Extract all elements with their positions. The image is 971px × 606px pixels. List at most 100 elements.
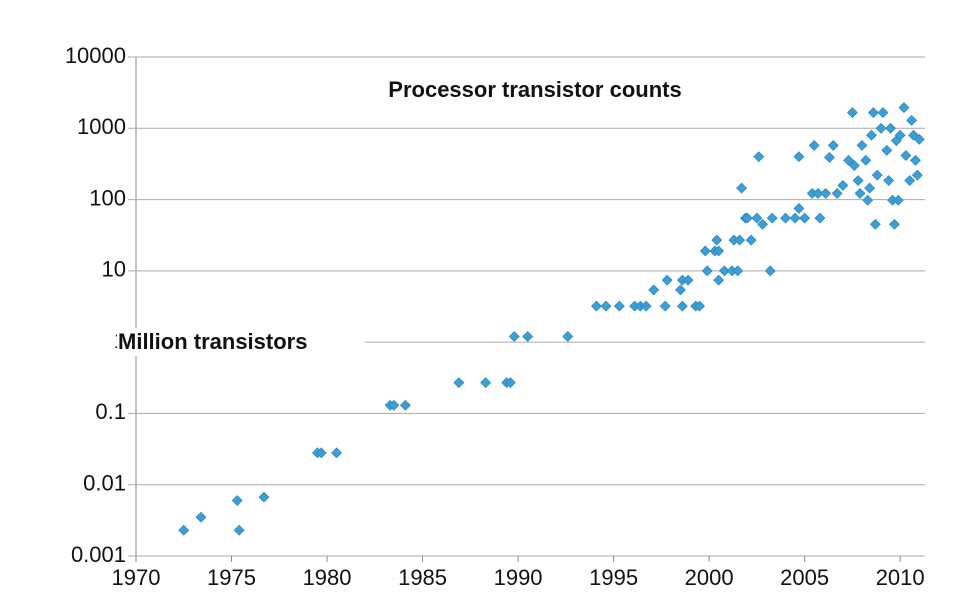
- data-point: [713, 274, 725, 286]
- data-point: [898, 102, 910, 114]
- data-point: [885, 122, 897, 134]
- x-tick-label: 2000: [685, 565, 734, 590]
- data-point: [734, 234, 746, 246]
- data-point: [453, 377, 465, 389]
- data-point: [856, 139, 868, 151]
- data-point: [613, 300, 625, 312]
- data-point: [862, 194, 874, 206]
- data-point: [399, 399, 411, 411]
- data-point: [900, 150, 912, 161]
- data-point: [522, 331, 534, 342]
- data-point: [753, 151, 765, 163]
- data-point: [718, 265, 730, 277]
- data-point: [676, 300, 688, 312]
- data-point: [751, 212, 763, 224]
- data-point: [682, 274, 694, 286]
- data-point: [789, 212, 801, 224]
- data-point: [675, 284, 686, 296]
- data-point: [694, 300, 705, 312]
- y-tick-label: 0.1: [95, 399, 126, 424]
- data-point: [908, 129, 919, 141]
- data-point: [827, 139, 839, 151]
- data-point: [766, 212, 778, 224]
- data-point: [562, 331, 574, 342]
- data-point: [793, 203, 805, 214]
- data-point: [732, 265, 744, 277]
- annotation-bg: [117, 328, 365, 357]
- data-point: [480, 377, 492, 389]
- data-point: [883, 175, 895, 186]
- x-tick-label: 1980: [303, 565, 352, 590]
- data-point: [590, 300, 602, 312]
- y-tick-label: 10000: [65, 43, 126, 68]
- data-point: [799, 212, 811, 224]
- data-point: [864, 182, 876, 194]
- data-point: [875, 122, 887, 134]
- data-point: [661, 274, 673, 286]
- data-point: [889, 218, 900, 230]
- data-point: [866, 129, 877, 141]
- x-tick-label: 1975: [207, 565, 256, 590]
- data-point: [764, 265, 776, 277]
- y-tick-label: 1000: [77, 114, 126, 139]
- data-point: [867, 107, 879, 119]
- data-point: [831, 187, 843, 199]
- data-point: [808, 139, 820, 151]
- data-point: [843, 154, 855, 166]
- data-point: [505, 377, 516, 389]
- x-tick-label: 2010: [876, 565, 925, 590]
- data-point: [793, 151, 805, 163]
- x-tick-label: 1995: [589, 565, 638, 590]
- data-point: [877, 107, 889, 119]
- data-point: [699, 245, 711, 257]
- x-tick-label: 2005: [780, 565, 829, 590]
- data-point: [812, 187, 824, 199]
- data-point: [258, 491, 270, 503]
- data-point: [904, 175, 916, 186]
- data-point: [659, 300, 671, 312]
- x-tick-label: 1990: [494, 565, 543, 590]
- data-point: [195, 511, 207, 523]
- data-point: [814, 212, 826, 224]
- data-point: [741, 212, 753, 224]
- y-tick-label: 0.001: [71, 542, 126, 567]
- data-point: [910, 154, 921, 166]
- x-tick-label: 1985: [398, 565, 447, 590]
- data-point: [231, 495, 243, 506]
- data-point: [906, 114, 918, 126]
- data-point: [824, 152, 835, 163]
- data-point: [701, 265, 713, 277]
- data-point: [860, 154, 872, 166]
- data-point: [736, 182, 748, 194]
- y-tick-label: 0.01: [83, 471, 126, 496]
- data-point: [869, 218, 881, 230]
- data-point: [894, 129, 906, 141]
- data-point: [913, 133, 925, 145]
- data-point: [881, 144, 893, 156]
- data-point: [508, 331, 520, 342]
- data-point: [178, 524, 190, 536]
- data-point: [820, 187, 832, 199]
- data-point: [331, 447, 343, 459]
- data-point: [713, 245, 725, 257]
- x-tick-label: 1970: [112, 565, 161, 590]
- data-point: [648, 284, 660, 296]
- data-point: [892, 194, 904, 206]
- data-point: [780, 212, 791, 224]
- y-tick-label: 100: [89, 185, 126, 210]
- data-point: [233, 524, 245, 536]
- data-point: [315, 447, 327, 459]
- data-point: [711, 234, 723, 246]
- y-tick-label: 10: [102, 257, 126, 282]
- data-point: [757, 218, 769, 230]
- data-point: [911, 169, 923, 181]
- data-point: [837, 179, 849, 191]
- chart-title: Processor transistor counts: [388, 77, 681, 102]
- data-point: [871, 169, 883, 181]
- data-point: [745, 234, 757, 246]
- data-point: [388, 399, 400, 411]
- annotation: Million transistors: [118, 329, 307, 354]
- data-point: [854, 187, 866, 199]
- data-point: [852, 175, 864, 186]
